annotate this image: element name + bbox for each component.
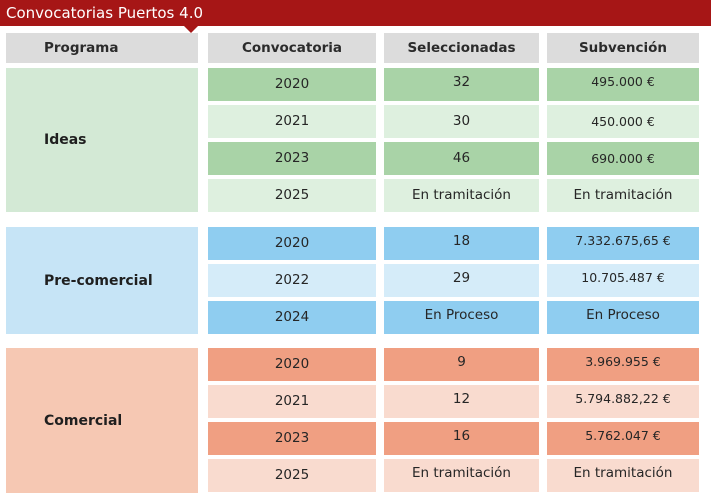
cell-convocatoria: 2020: [208, 227, 376, 260]
title-notch: [184, 26, 198, 33]
cell-convocatoria: 2022: [208, 264, 376, 297]
cell-convocatoria: 2023: [208, 422, 376, 455]
header-subvencion-label: Subvención: [578, 40, 668, 56]
header-seleccionadas: Seleccionadas: [384, 33, 539, 63]
cell-subvencion: 3.969.955 €: [547, 348, 699, 381]
cell-subvencion: 5.762.047 €: [547, 422, 699, 455]
cell-seleccionadas: 12: [384, 385, 539, 418]
program-label: Ideas: [44, 132, 87, 148]
cell-seleccionadas: 18: [384, 227, 539, 260]
cell-seleccionadas: 30: [384, 105, 539, 138]
cell-convocatoria: 2020: [208, 68, 376, 101]
cell-seleccionadas: En tramitación: [384, 179, 539, 212]
cell-subvencion: En tramitación: [547, 179, 699, 212]
cell-seleccionadas: 9: [384, 348, 539, 381]
program-label: Pre-comercial: [44, 272, 153, 289]
program-cell-comercial: Comercial: [6, 348, 198, 493]
header-convocatoria: Convocatoria: [208, 33, 376, 63]
cell-convocatoria: 2021: [208, 385, 376, 418]
cell-convocatoria: 2023: [208, 142, 376, 175]
cell-seleccionadas: En tramitación: [384, 459, 539, 492]
page-title: Convocatorias Puertos 4.0: [6, 4, 203, 22]
header-programa-label: Programa: [44, 40, 119, 56]
cell-seleccionadas: 29: [384, 264, 539, 297]
cell-seleccionadas: 32: [384, 68, 539, 101]
cell-seleccionadas: En Proceso: [384, 301, 539, 334]
program-cell-ideas: Ideas: [6, 68, 198, 212]
cell-convocatoria: 2025: [208, 459, 376, 492]
header-convocatoria-label: Convocatoria: [241, 40, 343, 56]
cell-subvencion: 10.705.487 €: [547, 264, 699, 297]
header-subvencion: Subvención: [547, 33, 699, 63]
cell-convocatoria: 2024: [208, 301, 376, 334]
cell-subvencion: 7.332.675,65 €: [547, 227, 699, 260]
cell-subvencion: 690.000 €: [547, 142, 699, 175]
cell-convocatoria: 2025: [208, 179, 376, 212]
program-label: Comercial: [44, 412, 123, 429]
cell-subvencion: En Proceso: [547, 301, 699, 334]
program-cell-pre-comercial: Pre-comercial: [6, 227, 198, 334]
cell-convocatoria: 2020: [208, 348, 376, 381]
cell-subvencion: 495.000 €: [547, 68, 699, 101]
cell-convocatoria: 2021: [208, 105, 376, 138]
title-bar: Convocatorias Puertos 4.0: [0, 0, 711, 33]
cell-seleccionadas: 16: [384, 422, 539, 455]
header-programa: Programa: [6, 33, 198, 63]
cell-subvencion: 450.000 €: [547, 105, 699, 138]
cell-seleccionadas: 46: [384, 142, 539, 175]
cell-subvencion: En tramitación: [547, 459, 699, 492]
header-seleccionadas-label: Seleccionadas: [407, 40, 516, 56]
cell-subvencion: 5.794.882,22 €: [547, 385, 699, 418]
